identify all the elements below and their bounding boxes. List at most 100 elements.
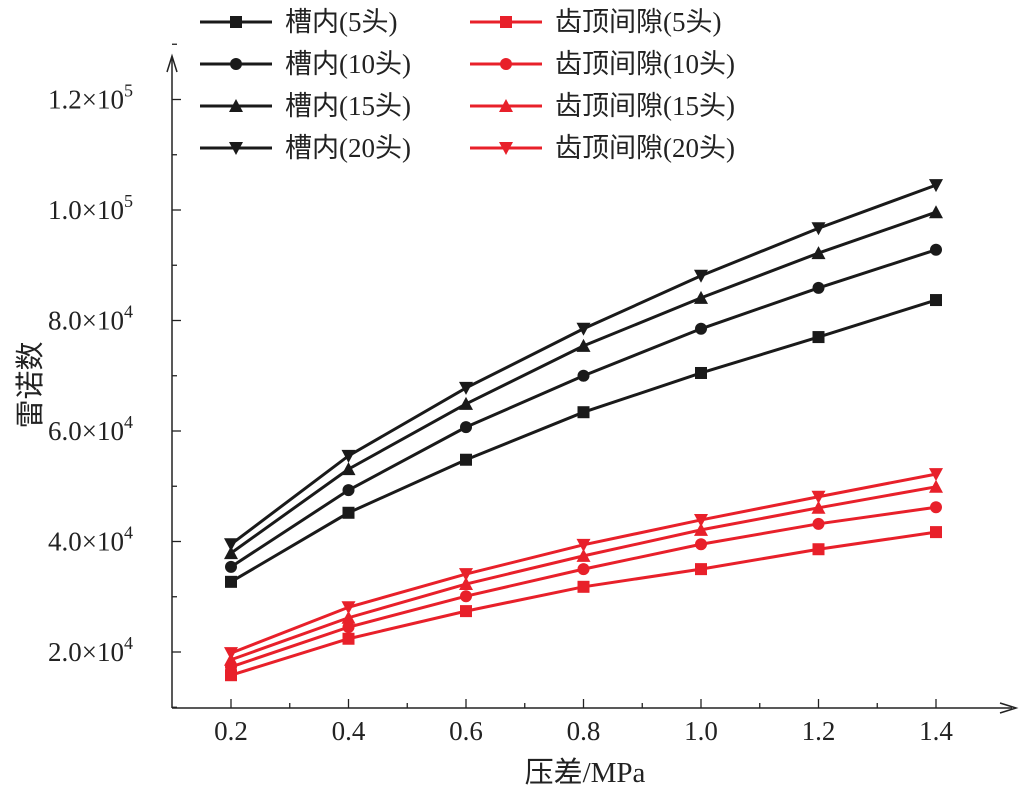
square-marker: [695, 366, 707, 379]
legend-label: 槽内(20头): [285, 133, 411, 163]
square-marker: [812, 331, 825, 344]
circle-marker: [577, 369, 590, 382]
circle-marker: [230, 58, 242, 70]
series-8: [224, 468, 943, 661]
triangle-up-marker: [576, 338, 591, 352]
legend-label: 齿顶间隙(5头): [555, 7, 721, 37]
legend: 槽内(5头) 槽内(10头) 槽内(15头) 槽内(20头) 齿顶间隙(5头) 齿顶间隙(…: [200, 7, 735, 163]
series-3: [224, 205, 943, 560]
x-tick-label: 0.6: [449, 716, 483, 746]
legend-label: 槽内(10头): [285, 49, 411, 79]
x-tick-label: 0.2: [214, 716, 248, 746]
x-tick-label: 0.8: [567, 716, 601, 746]
legend-item: 齿顶间隙(5头): [470, 7, 721, 37]
triangle-down-marker: [499, 142, 513, 155]
triangle-up-marker: [694, 522, 708, 536]
series-line: [230, 210, 937, 555]
square-marker: [225, 669, 237, 682]
y-tick-label: 8.0×104: [48, 302, 133, 336]
legend-item: 槽内(15头): [200, 91, 411, 121]
legend-item: 槽内(10头): [200, 49, 411, 79]
triangle-down-marker: [224, 538, 238, 552]
legend-item: 齿顶间隙(20头): [470, 133, 735, 163]
triangle-up-marker: [811, 500, 826, 514]
triangle-down-marker: [459, 568, 473, 582]
circle-marker: [500, 58, 512, 70]
x-tick-label: 1.4: [919, 716, 953, 746]
triangle-up-marker: [229, 99, 243, 112]
y-axis-title: 雷诺数: [14, 341, 47, 428]
legend-label: 槽内(15头): [285, 91, 411, 121]
x-tick-label: 1.2: [802, 716, 836, 746]
square-marker: [460, 605, 472, 618]
triangle-down-marker: [811, 490, 826, 504]
legend-item: 槽内(20头): [200, 133, 411, 163]
circle-marker: [695, 322, 707, 335]
circle-marker: [812, 281, 825, 294]
triangle-up-marker: [929, 205, 943, 219]
legend-item: 槽内(5头): [200, 7, 397, 37]
circle-marker: [225, 560, 237, 573]
square-marker: [930, 294, 942, 307]
square-marker: [577, 580, 590, 593]
legend-label: 齿顶间隙(20头): [555, 133, 735, 163]
triangle-down-marker: [694, 269, 708, 283]
triangle-up-marker: [929, 479, 943, 493]
triangle-down-marker: [576, 538, 591, 552]
circle-marker: [930, 501, 942, 514]
circle-marker: [460, 590, 472, 603]
circle-marker: [460, 421, 472, 434]
x-axis-title: 压差/MPa: [525, 756, 646, 789]
legend-item: 齿顶间隙(15头): [470, 91, 735, 121]
circle-marker: [577, 563, 590, 576]
series-7: [224, 479, 943, 666]
triangle-down-marker: [224, 647, 238, 661]
triangle-down-marker: [694, 513, 708, 527]
series-line: [230, 183, 937, 546]
series-5: [225, 526, 942, 682]
square-marker: [577, 406, 590, 419]
x-tick-label: 0.4: [332, 716, 366, 746]
triangle-up-marker: [694, 290, 708, 304]
square-marker: [225, 575, 237, 588]
y-tick-label: 1.2×105: [48, 81, 133, 115]
triangle-down-marker: [929, 179, 943, 193]
triangle-down-marker: [811, 222, 826, 236]
series-1: [225, 294, 942, 588]
square-marker: [230, 16, 242, 28]
triangle-up-marker: [499, 99, 513, 112]
y-tick-label: 4.0×104: [48, 523, 133, 557]
square-marker: [500, 16, 512, 28]
triangle-up-marker: [576, 548, 591, 562]
triangle-up-marker: [459, 396, 473, 410]
circle-marker: [342, 621, 355, 634]
series-6: [225, 501, 942, 673]
legend-item: 齿顶间隙(10头): [470, 49, 735, 79]
square-marker: [695, 563, 707, 576]
triangle-down-marker: [341, 601, 356, 615]
y-axis-arrow: [166, 53, 178, 73]
square-marker: [342, 506, 355, 519]
circle-marker: [695, 538, 707, 551]
square-marker: [812, 543, 825, 556]
legend-label: 齿顶间隙(15头): [555, 91, 735, 121]
triangle-down-marker: [341, 449, 356, 463]
series-4: [224, 179, 943, 552]
axes: 0.2 0.4 0.6 0.8 1.0 1.2 1.4 2.0×104 4.0×104 6.0×1…: [48, 43, 1019, 746]
triangle-down-marker: [229, 142, 243, 155]
x-axis-arrow: [999, 702, 1019, 714]
plot-area: [224, 179, 943, 682]
triangle-up-marker: [224, 546, 238, 560]
triangle-up-marker: [459, 577, 473, 591]
triangle-up-marker: [341, 462, 356, 476]
x-tick-label: 1.0: [684, 716, 718, 746]
triangle-down-marker: [576, 322, 591, 336]
circle-marker: [812, 517, 825, 530]
triangle-up-marker: [341, 610, 356, 624]
y-tick-label: 1.0×105: [48, 191, 133, 225]
triangle-up-marker: [811, 246, 826, 260]
y-tick-label: 6.0×104: [48, 412, 133, 446]
legend-label: 齿顶间隙(10头): [555, 49, 735, 79]
square-marker: [342, 632, 355, 645]
